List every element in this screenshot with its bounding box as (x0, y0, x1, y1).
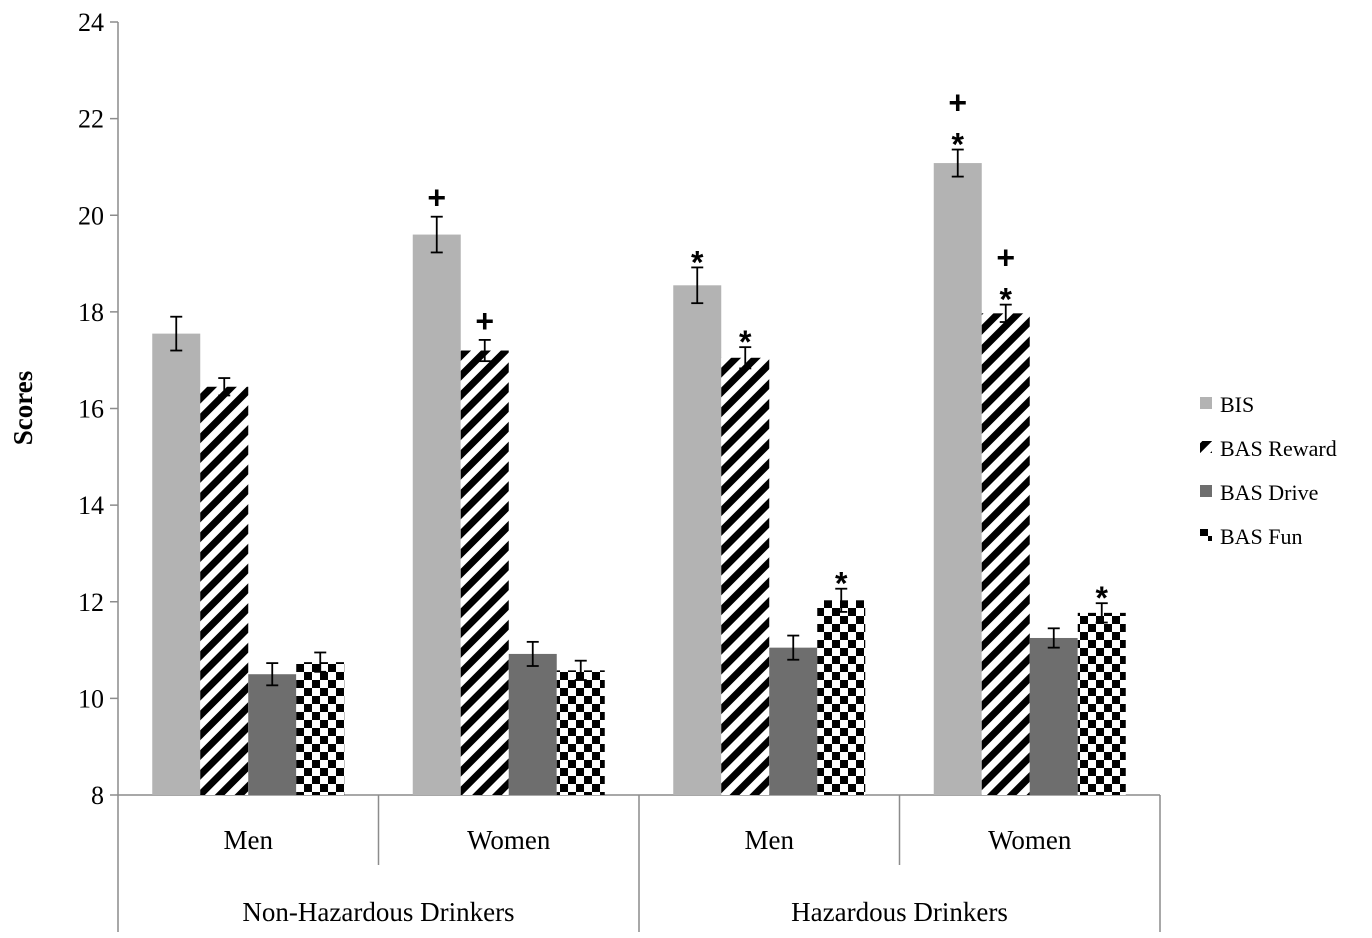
bar (152, 333, 201, 795)
bar (508, 653, 557, 795)
bar (1029, 637, 1078, 795)
bar (556, 670, 605, 795)
bar (1077, 612, 1126, 795)
legend-label: BAS Fun (1220, 524, 1303, 549)
significance-plus: + (948, 85, 967, 121)
y-tick-label: 16 (78, 395, 104, 424)
legend-label: BAS Reward (1220, 436, 1337, 461)
y-tick-label: 12 (78, 588, 104, 617)
category-label: Men (745, 825, 795, 855)
legend-label: BAS Drive (1220, 480, 1318, 505)
y-axis-label: Scores (8, 371, 38, 446)
axis-labels: 8 10 12 14 16 18 20 22 24 Men Women Men Women Non-Haz… (78, 8, 1072, 927)
y-tick-label: 22 (78, 105, 104, 134)
bar (769, 647, 818, 795)
significance-asterisk: * (1096, 580, 1109, 616)
bar (817, 600, 866, 795)
category-label: Women (467, 825, 551, 855)
bar (673, 285, 722, 795)
significance-asterisk: * (691, 244, 704, 280)
y-tick-label: 10 (78, 684, 104, 713)
y-tick-label: 14 (78, 491, 104, 520)
bar (460, 350, 509, 795)
bar (412, 234, 461, 795)
bar (248, 674, 297, 795)
y-tick-label: 24 (78, 8, 104, 37)
significance-plus: + (427, 180, 446, 216)
legend: BIS BAS Reward BAS Drive BAS Fun (1200, 392, 1337, 549)
significance-asterisk: * (739, 324, 752, 360)
y-tick-label: 20 (78, 201, 104, 230)
bar (200, 386, 249, 795)
significance-asterisk: * (952, 127, 965, 163)
bar (933, 163, 982, 795)
legend-label: BIS (1220, 392, 1254, 417)
legend-swatch (1200, 485, 1212, 497)
group-label: Hazardous Drinkers (791, 897, 1008, 927)
legend-swatch (1200, 529, 1212, 541)
y-tick-label: 18 (78, 298, 104, 327)
significance-plus: + (475, 303, 494, 339)
legend-swatch (1200, 441, 1212, 453)
significance-asterisk: * (835, 566, 848, 602)
bar (296, 662, 345, 795)
bars: + + * * * * + * + * (152, 85, 1126, 795)
y-tick-label: 8 (91, 781, 104, 810)
group-label: Non-Hazardous Drinkers (242, 897, 514, 927)
bar (981, 313, 1030, 795)
significance-asterisk: * (1000, 282, 1013, 318)
bar (721, 357, 770, 795)
category-label: Men (224, 825, 274, 855)
significance-plus: + (996, 240, 1015, 276)
legend-swatch (1200, 397, 1212, 409)
category-label: Women (988, 825, 1072, 855)
